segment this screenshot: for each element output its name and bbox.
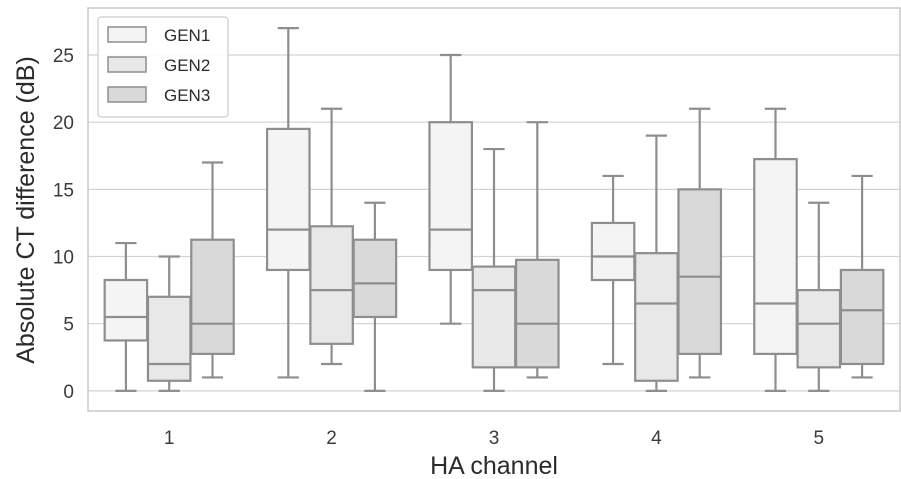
legend-swatch bbox=[107, 56, 147, 73]
x-tick-labels: 1 2 3 4 5 bbox=[164, 428, 824, 449]
box-gen1-ch3 bbox=[428, 53, 474, 325]
x-axis-label: HA channel bbox=[430, 452, 558, 479]
box-gen3-ch3 bbox=[514, 121, 560, 379]
y-tick-label: 10 bbox=[53, 248, 74, 269]
x-tick-label: 4 bbox=[651, 428, 662, 449]
plot-frame bbox=[87, 7, 901, 412]
y-tick-labels: 0 5 10 15 20 25 bbox=[53, 46, 74, 403]
box-gen2-ch2 bbox=[309, 107, 354, 366]
box-gen2-ch1 bbox=[146, 255, 192, 392]
iqr-box bbox=[190, 238, 235, 356]
iqr-box bbox=[590, 221, 636, 282]
y-tick-label: 20 bbox=[53, 113, 74, 134]
box-groups bbox=[103, 27, 885, 392]
iqr-box bbox=[428, 121, 474, 272]
legend-label: GEN3 bbox=[164, 86, 210, 105]
iqr-box bbox=[514, 258, 560, 369]
box-gen3-ch4 bbox=[677, 107, 723, 379]
iqr-box bbox=[796, 289, 842, 369]
box-gen1-ch4 bbox=[590, 174, 636, 366]
box-gen1-ch1 bbox=[103, 241, 149, 392]
iqr-box bbox=[677, 188, 723, 356]
iqr-box bbox=[753, 158, 798, 356]
iqr-box bbox=[352, 238, 398, 319]
box-gen2-ch3 bbox=[471, 147, 517, 392]
y-tick-label: 15 bbox=[53, 180, 74, 201]
iqr-box bbox=[634, 252, 679, 382]
iqr-box bbox=[309, 225, 354, 345]
iqr-box bbox=[471, 265, 517, 369]
legend-item-gen1: GEN1 bbox=[107, 26, 210, 45]
box-gen1-ch2 bbox=[265, 27, 311, 379]
box-gen1-ch5 bbox=[753, 107, 798, 392]
legend-label: GEN1 bbox=[164, 26, 210, 45]
iqr-box bbox=[265, 127, 311, 272]
iqr-box bbox=[103, 278, 149, 342]
x-tick-label: 1 bbox=[164, 428, 175, 449]
box-gen3-ch2 bbox=[352, 201, 398, 392]
box-gen2-ch4 bbox=[634, 134, 679, 392]
x-tick-label: 3 bbox=[489, 428, 500, 449]
iqr-box bbox=[146, 295, 192, 382]
x-tick-label: 2 bbox=[326, 428, 337, 449]
y-tick-label: 5 bbox=[63, 315, 74, 336]
legend-item-gen3: GEN3 bbox=[107, 86, 210, 105]
y-tick-label: 25 bbox=[53, 46, 74, 67]
legend: GEN1 GEN2 GEN3 bbox=[97, 16, 229, 118]
box-gen3-ch1 bbox=[190, 161, 235, 379]
legend-swatch bbox=[107, 26, 147, 43]
box-gen3-ch5 bbox=[839, 174, 885, 379]
legend-label: GEN2 bbox=[164, 56, 210, 75]
y-axis-label: Absolute CT difference (dB) bbox=[12, 56, 40, 364]
y-tick-label: 0 bbox=[63, 382, 74, 403]
box-gen2-ch5 bbox=[796, 201, 842, 392]
legend-swatch bbox=[107, 86, 147, 103]
x-tick-label: 5 bbox=[814, 428, 825, 449]
legend-item-gen2: GEN2 bbox=[107, 56, 210, 75]
iqr-box bbox=[839, 268, 885, 366]
